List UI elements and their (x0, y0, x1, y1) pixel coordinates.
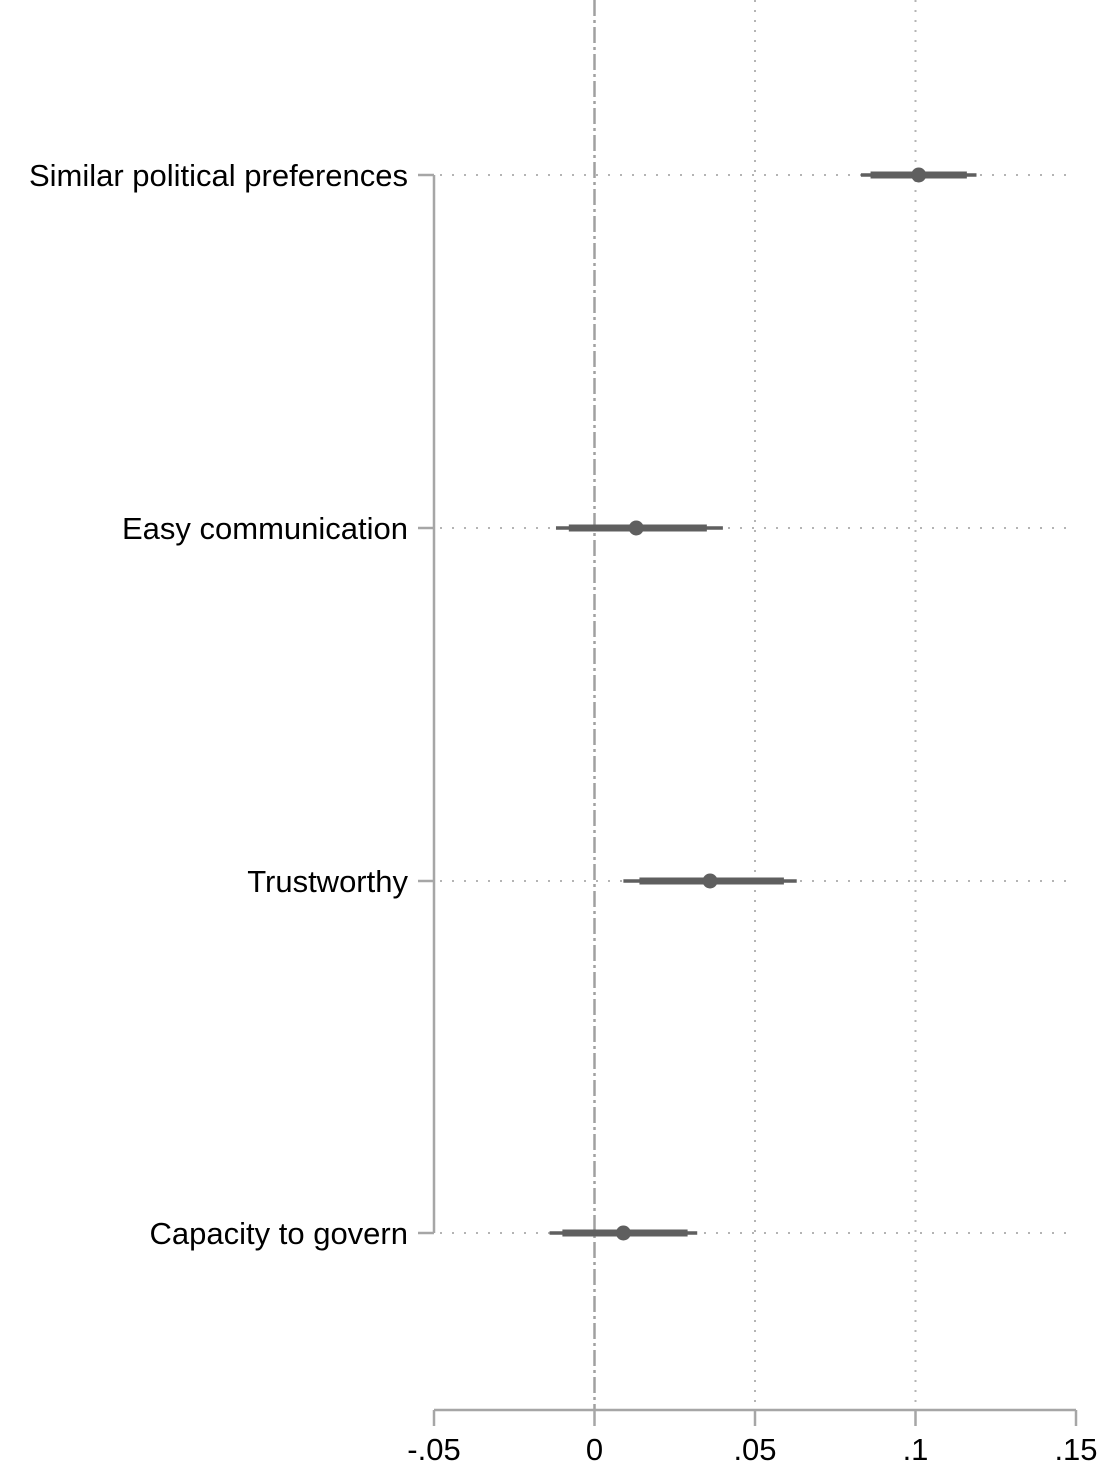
y-axis: Similar political preferences Easy commun… (29, 158, 436, 1251)
point-estimate (911, 167, 927, 183)
point-estimate (615, 1225, 631, 1241)
estimate-1 (555, 520, 723, 536)
vertical-gridlines (754, 0, 917, 1410)
point-estimate (628, 520, 644, 536)
horizontal-gridlines (440, 174, 1072, 1234)
x-axis: -.05 0 .05 .1 .15 (407, 1408, 1098, 1467)
estimate-3 (549, 1225, 698, 1241)
x-tick-label: .1 (903, 1432, 929, 1467)
category-label: Trustworthy (247, 864, 408, 899)
x-tick-label: -.05 (407, 1432, 460, 1467)
category-label: Easy communication (122, 511, 408, 546)
x-tick-label: .15 (1054, 1432, 1097, 1467)
estimate-2 (623, 873, 797, 889)
point-estimate (702, 873, 718, 889)
estimate-0 (860, 167, 977, 183)
x-tick-label: .05 (733, 1432, 776, 1467)
x-tick-label: 0 (586, 1432, 603, 1467)
category-label: Capacity to govern (150, 1216, 408, 1251)
category-label: Similar political preferences (29, 158, 408, 193)
estimates (549, 167, 977, 1241)
